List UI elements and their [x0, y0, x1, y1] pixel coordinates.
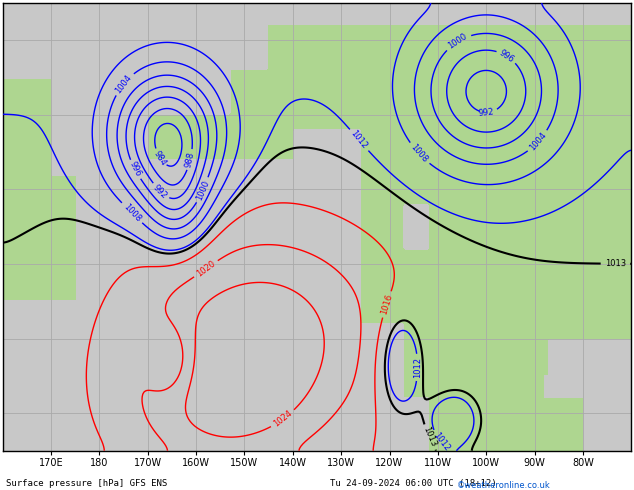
Text: 992: 992 [152, 183, 169, 200]
Text: 1016: 1016 [379, 293, 394, 316]
Text: 1000: 1000 [195, 179, 211, 201]
Text: 1012: 1012 [432, 431, 451, 453]
Text: ©weatheronline.co.uk: ©weatheronline.co.uk [456, 481, 550, 490]
Text: 1020: 1020 [195, 259, 217, 279]
Text: 1012: 1012 [349, 129, 369, 151]
Text: 996: 996 [498, 48, 516, 64]
Text: 1004: 1004 [528, 130, 548, 152]
Text: 1024: 1024 [272, 409, 294, 429]
Text: 1004: 1004 [114, 73, 134, 95]
Text: 992: 992 [478, 107, 495, 118]
Text: Surface pressure [hPa] GFS ENS: Surface pressure [hPa] GFS ENS [6, 479, 167, 488]
Text: 996: 996 [127, 160, 143, 178]
Text: 1000: 1000 [447, 32, 469, 51]
Text: 988: 988 [184, 151, 197, 169]
Text: 1012: 1012 [413, 357, 422, 378]
Text: 1008: 1008 [409, 143, 429, 165]
Text: Tu 24-09-2024 06:00 UTC (18+12): Tu 24-09-2024 06:00 UTC (18+12) [330, 479, 496, 488]
Text: 1008: 1008 [121, 202, 143, 224]
Text: 984: 984 [152, 149, 168, 168]
Text: 1013: 1013 [422, 426, 438, 449]
Text: 1013: 1013 [605, 259, 626, 269]
